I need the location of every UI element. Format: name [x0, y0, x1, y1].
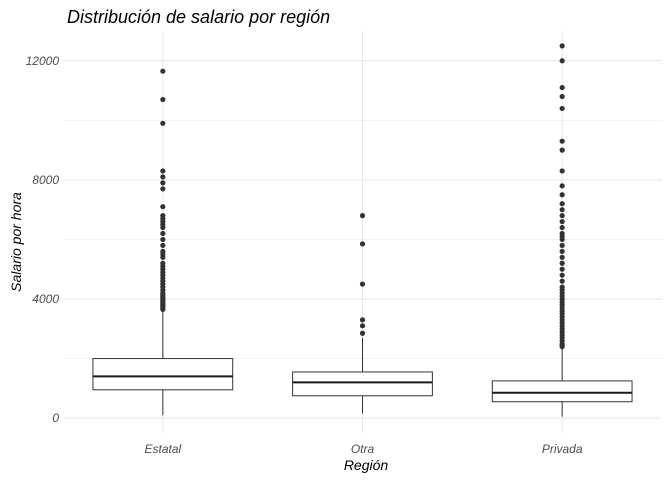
y-tick-labels: 0 4000 8000 12000 — [26, 54, 60, 425]
outlier-point — [559, 248, 565, 254]
outlier-point — [559, 218, 565, 225]
outlier-point — [559, 284, 565, 290]
outlier-point — [559, 242, 565, 248]
outlier-point — [160, 260, 166, 266]
outlier-point — [559, 138, 565, 144]
x-tick-label: Privada — [542, 442, 583, 456]
outlier-point — [559, 260, 565, 266]
outlier-point — [559, 207, 565, 213]
outlier-point — [559, 84, 565, 91]
outlier-point — [559, 192, 565, 198]
outlier-point — [559, 230, 565, 237]
y-tick-label: 4000 — [32, 292, 59, 306]
outlier-point — [160, 180, 166, 186]
outlier-point — [559, 254, 565, 260]
outlier-point — [359, 241, 366, 247]
outlier-point — [559, 272, 565, 278]
box-iqr — [92, 358, 234, 391]
outlier-point — [559, 213, 565, 219]
box-otra — [292, 213, 433, 414]
outlier-point — [160, 168, 166, 174]
x-axis-title: Región — [344, 457, 389, 473]
boxes — [92, 43, 633, 417]
outlier-point — [160, 213, 166, 219]
x-tick-labels: Estatal Otra Privada — [144, 442, 582, 456]
x-tick-label: Otra — [351, 442, 375, 456]
outlier-point — [559, 105, 565, 112]
outlier-point — [559, 266, 565, 272]
outlier-point — [160, 248, 166, 254]
outlier-point — [559, 43, 565, 49]
box-estatal — [92, 68, 234, 416]
box-iqr — [292, 371, 433, 397]
box-privada — [491, 43, 633, 417]
outlier-point — [559, 224, 565, 231]
outlier-point — [559, 168, 565, 174]
outlier-point — [160, 242, 166, 248]
outlier-point — [160, 68, 166, 74]
chart-title: Distribución de salario por región — [67, 7, 330, 27]
outlier-point — [359, 281, 366, 287]
outlier-point — [559, 201, 565, 207]
outlier-point — [359, 323, 366, 329]
outlier-point — [559, 183, 565, 189]
y-tick-label: 0 — [52, 411, 59, 425]
outlier-point — [160, 96, 166, 103]
outlier-point — [160, 230, 166, 237]
outlier-point — [160, 174, 166, 180]
y-axis-title: Salario por hora — [8, 192, 24, 292]
x-tick-label: Estatal — [144, 442, 181, 456]
outlier-point — [559, 147, 565, 153]
outlier-point — [160, 236, 166, 243]
outlier-point — [160, 186, 166, 192]
outlier-point — [160, 120, 166, 126]
outlier-point — [559, 278, 565, 284]
outlier-point — [559, 58, 565, 64]
outlier-point — [559, 93, 565, 100]
y-tick-label: 8000 — [32, 173, 59, 187]
outlier-point — [359, 213, 366, 219]
outlier-point — [160, 204, 166, 210]
outlier-point — [359, 317, 366, 323]
outlier-point — [359, 330, 366, 336]
y-tick-label: 12000 — [26, 54, 60, 68]
box-iqr — [491, 380, 633, 403]
